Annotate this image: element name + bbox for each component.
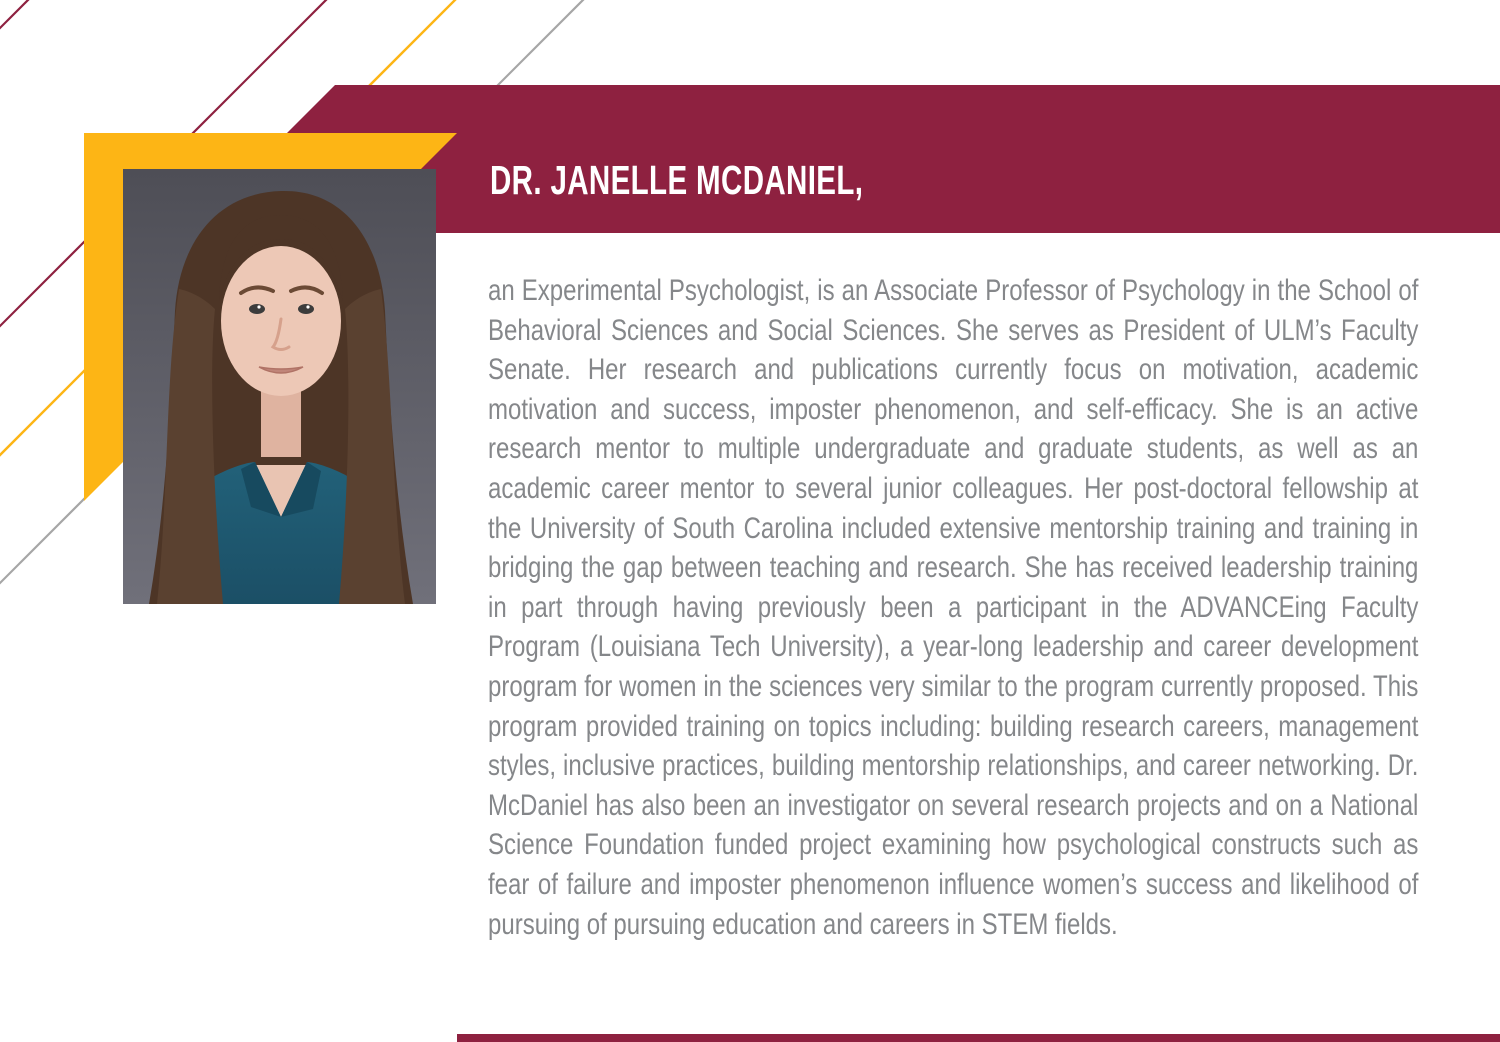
eye-right xyxy=(298,304,314,314)
lips xyxy=(258,366,304,374)
diagonal-line-maroon-corner xyxy=(0,0,30,30)
eye-left xyxy=(249,304,265,314)
page-title: DR. JANELLE MCDANIEL, xyxy=(490,157,864,203)
shirt-collar-right xyxy=(281,462,321,517)
nose xyxy=(270,317,291,351)
shirt-collar-left xyxy=(241,462,281,517)
footer-accent-bar xyxy=(457,1034,1500,1042)
bio-paragraph: an Experimental Psychologist, is an Asso… xyxy=(488,274,1419,941)
shirt xyxy=(173,462,389,604)
hair-front-right xyxy=(339,289,405,604)
eyebrow-right xyxy=(289,285,324,295)
hair-fringe xyxy=(219,215,343,301)
eyebrow-left xyxy=(239,285,275,295)
hair-front-left xyxy=(157,289,223,604)
portrait-photo xyxy=(123,169,436,604)
